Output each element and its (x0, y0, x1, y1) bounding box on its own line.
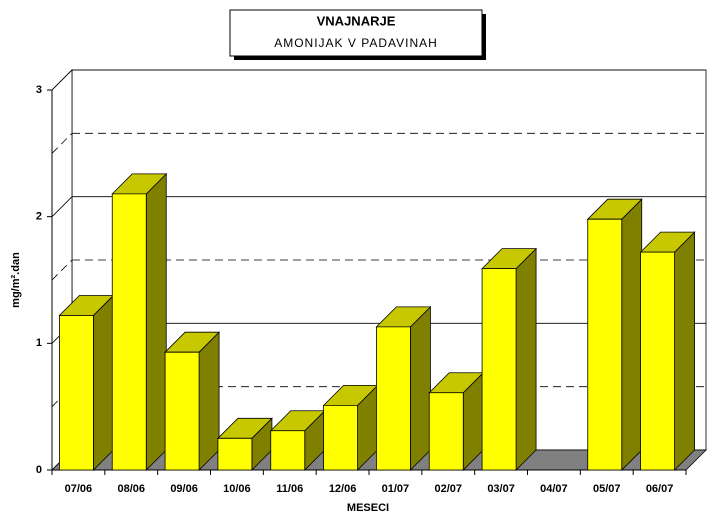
x-tick-label: 05/07 (593, 483, 621, 495)
bar-side (93, 294, 114, 471)
bar-front (587, 218, 623, 471)
x-tick-label: 11/06 (276, 483, 303, 495)
bar (375, 305, 432, 471)
bar-side (674, 231, 695, 471)
grid-line-side (51, 196, 73, 217)
chart-title: VNAJNARJE (317, 13, 396, 28)
bar-front (481, 268, 517, 471)
y-tick-label: 0 (36, 464, 42, 476)
bar (322, 384, 379, 471)
x-tick-label: 08/06 (117, 483, 145, 495)
x-tick-label: 04/07 (540, 483, 568, 495)
bar-front (217, 437, 253, 471)
y-axis-label: mg/m².dan (10, 252, 22, 308)
plot: 0 1 2 3 07/06 08/06 09/06 10/06 11/06 12/06 01/07 0… (36, 69, 707, 495)
bar (58, 294, 115, 471)
bar-front (428, 392, 464, 471)
bar-front (323, 404, 358, 471)
bar-front (640, 251, 675, 471)
bar-side (410, 305, 431, 471)
grid-line-side (51, 69, 73, 91)
bar-front (59, 315, 94, 471)
x-tick-label: 07/06 (65, 483, 93, 495)
bar (481, 247, 538, 471)
bar-front (111, 193, 147, 471)
bar (111, 172, 168, 471)
bar (269, 409, 326, 471)
y-tick-label: 1 (36, 337, 42, 349)
bar-side (515, 247, 537, 471)
bar (164, 331, 221, 471)
x-tick-label: 06/07 (646, 483, 674, 495)
x-tick-label: 02/07 (434, 483, 462, 495)
bar-front (270, 430, 306, 471)
bar (428, 371, 485, 471)
title-box (229, 9, 483, 57)
bar-front (376, 326, 411, 471)
bar-side (621, 198, 643, 471)
bar-side (145, 172, 167, 471)
bar-side (198, 331, 220, 471)
chart-subtitle: AMONIJAK V PADAVINAH (274, 36, 438, 50)
y-tick-label: 2 (36, 211, 42, 223)
x-tick-label: 09/06 (170, 483, 198, 495)
grid-line-side (51, 133, 73, 154)
x-tick-label: 12/06 (329, 483, 357, 495)
x-axis-label: MESECI (347, 502, 389, 514)
grid-line-side (51, 259, 73, 281)
x-tick-label: 10/06 (223, 483, 251, 495)
bar (586, 198, 643, 471)
bar-front (164, 351, 200, 471)
y-tick-label: 3 (36, 84, 42, 96)
bar (639, 231, 696, 471)
x-tick-label: 01/07 (382, 483, 410, 495)
x-tick-label: 03/07 (487, 483, 515, 495)
